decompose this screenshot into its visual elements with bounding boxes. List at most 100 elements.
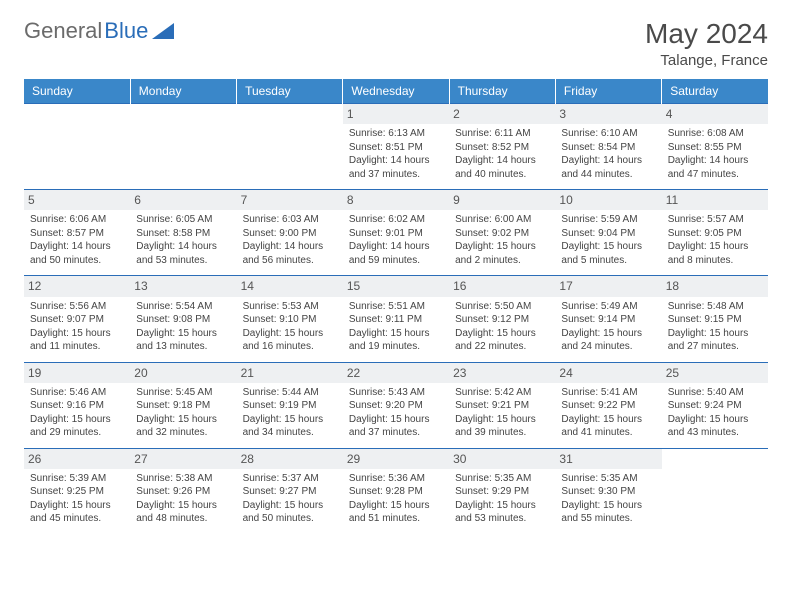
day-number: 18 xyxy=(662,276,768,296)
day-header: Sunday xyxy=(24,79,130,104)
day-header: Monday xyxy=(130,79,236,104)
day-number: 29 xyxy=(343,449,449,469)
day-header: Wednesday xyxy=(343,79,449,104)
day-header: Friday xyxy=(555,79,661,104)
sunset-line: Sunset: 9:25 PM xyxy=(30,485,124,499)
calendar-week-row: 5Sunrise: 6:06 AMSunset: 8:57 PMDaylight… xyxy=(24,190,768,276)
sunrise-line: Sunrise: 5:37 AM xyxy=(243,472,337,486)
day-number: 3 xyxy=(555,104,661,124)
calendar-cell: 6Sunrise: 6:05 AMSunset: 8:58 PMDaylight… xyxy=(130,190,236,276)
calendar-cell: 5 Sunrise: 6:06 AMSunset: 8:57 PMDaylight… xyxy=(24,190,130,276)
sunset-line: Sunset: 8:52 PM xyxy=(455,141,549,155)
daylight-line: Daylight: 14 hours and 50 minutes. xyxy=(30,240,124,267)
day-number: 7 xyxy=(237,190,343,210)
logo: GeneralBlue xyxy=(24,18,174,44)
sunrise-line: Sunrise: 5:36 AM xyxy=(349,472,443,486)
sunrise-line: Sunrise: 6:06 AM xyxy=(30,213,124,227)
day-number: 12 xyxy=(24,276,130,296)
sunset-line: Sunset: 9:26 PM xyxy=(136,485,230,499)
sunset-line: Sunset: 9:18 PM xyxy=(136,399,230,413)
calendar-cell: 25Sunrise: 5:40 AMSunset: 9:24 PMDayligh… xyxy=(662,362,768,448)
day-number: 22 xyxy=(343,363,449,383)
logo-triangle-icon xyxy=(152,23,174,39)
sunrise-line: Sunrise: 6:08 AM xyxy=(668,127,762,141)
daylight-line: Daylight: 15 hours and 11 minutes. xyxy=(30,327,124,354)
calendar-cell: 7Sunrise: 6:03 AMSunset: 9:00 PMDaylight… xyxy=(237,190,343,276)
calendar-week-row: 1Sunrise: 6:13 AMSunset: 8:51 PMDaylight… xyxy=(24,104,768,190)
sunset-line: Sunset: 9:19 PM xyxy=(243,399,337,413)
calendar-cell: 26Sunrise: 5:39 AMSunset: 9:25 PMDayligh… xyxy=(24,448,130,534)
daylight-line: Daylight: 15 hours and 2 minutes. xyxy=(455,240,549,267)
sunrise-line: Sunrise: 5:38 AM xyxy=(136,472,230,486)
day-number: 2 xyxy=(449,104,555,124)
calendar-head: SundayMondayTuesdayWednesdayThursdayFrid… xyxy=(24,79,768,104)
sunrise-line: Sunrise: 5:57 AM xyxy=(668,213,762,227)
sunrise-line: Sunrise: 5:51 AM xyxy=(349,300,443,314)
calendar-cell: 30Sunrise: 5:35 AMSunset: 9:29 PMDayligh… xyxy=(449,448,555,534)
calendar-week-row: 26Sunrise: 5:39 AMSunset: 9:25 PMDayligh… xyxy=(24,448,768,534)
sunrise-line: Sunrise: 5:45 AM xyxy=(136,386,230,400)
daylight-line: Daylight: 15 hours and 39 minutes. xyxy=(455,413,549,440)
sunset-line: Sunset: 9:14 PM xyxy=(561,313,655,327)
calendar-cell: 20Sunrise: 5:45 AMSunset: 9:18 PMDayligh… xyxy=(130,362,236,448)
sunset-line: Sunset: 9:15 PM xyxy=(668,313,762,327)
calendar-cell: 16Sunrise: 5:50 AMSunset: 9:12 PMDayligh… xyxy=(449,276,555,362)
daylight-line: Daylight: 14 hours and 53 minutes. xyxy=(136,240,230,267)
sunrise-line: Sunrise: 5:44 AM xyxy=(243,386,337,400)
sunset-line: Sunset: 8:57 PM xyxy=(30,227,124,241)
sunset-line: Sunset: 9:12 PM xyxy=(455,313,549,327)
day-number: 17 xyxy=(555,276,661,296)
day-number: 1 xyxy=(343,104,449,124)
calendar-cell: 22Sunrise: 5:43 AMSunset: 9:20 PMDayligh… xyxy=(343,362,449,448)
calendar-cell: 31Sunrise: 5:35 AMSunset: 9:30 PMDayligh… xyxy=(555,448,661,534)
daylight-line: Daylight: 15 hours and 19 minutes. xyxy=(349,327,443,354)
day-number: 25 xyxy=(662,363,768,383)
daylight-line: Daylight: 15 hours and 13 minutes. xyxy=(136,327,230,354)
logo-text-left: General xyxy=(24,18,102,44)
daylight-line: Daylight: 15 hours and 37 minutes. xyxy=(349,413,443,440)
sunset-line: Sunset: 9:04 PM xyxy=(561,227,655,241)
daylight-line: Daylight: 15 hours and 53 minutes. xyxy=(455,499,549,526)
sunrise-line: Sunrise: 5:40 AM xyxy=(668,386,762,400)
calendar-body: 1Sunrise: 6:13 AMSunset: 8:51 PMDaylight… xyxy=(24,104,768,535)
calendar-cell: 12Sunrise: 5:56 AMSunset: 9:07 PMDayligh… xyxy=(24,276,130,362)
daylight-line: Daylight: 15 hours and 32 minutes. xyxy=(136,413,230,440)
daylight-line: Daylight: 14 hours and 44 minutes. xyxy=(561,154,655,181)
sunset-line: Sunset: 9:08 PM xyxy=(136,313,230,327)
sunset-line: Sunset: 8:54 PM xyxy=(561,141,655,155)
daylight-line: Daylight: 15 hours and 34 minutes. xyxy=(243,413,337,440)
day-number: 11 xyxy=(662,190,768,210)
calendar-cell: 15Sunrise: 5:51 AMSunset: 9:11 PMDayligh… xyxy=(343,276,449,362)
header: GeneralBlue May 2024 Talange, France xyxy=(24,18,768,69)
sunset-line: Sunset: 9:29 PM xyxy=(455,485,549,499)
sunrise-line: Sunrise: 5:54 AM xyxy=(136,300,230,314)
day-number: 6 xyxy=(130,190,236,210)
daylight-line: Daylight: 14 hours and 40 minutes. xyxy=(455,154,549,181)
sunrise-line: Sunrise: 5:53 AM xyxy=(243,300,337,314)
calendar-cell: 21 Sunrise: 5:44 AMSunset: 9:19 PMDayligh… xyxy=(237,362,343,448)
calendar-cell xyxy=(24,104,130,190)
calendar-week-row: 19Sunrise: 5:46 AMSunset: 9:16 PMDayligh… xyxy=(24,362,768,448)
sunset-line: Sunset: 9:00 PM xyxy=(243,227,337,241)
sunrise-line: Sunrise: 6:13 AM xyxy=(349,127,443,141)
day-number: 10 xyxy=(555,190,661,210)
day-number: 24 xyxy=(555,363,661,383)
day-number: 5 xyxy=(24,190,130,210)
sunrise-line: Sunrise: 6:00 AM xyxy=(455,213,549,227)
daylight-line: Daylight: 15 hours and 50 minutes. xyxy=(243,499,337,526)
sunset-line: Sunset: 9:21 PM xyxy=(455,399,549,413)
day-number: 9 xyxy=(449,190,555,210)
location: Talange, France xyxy=(645,52,768,69)
day-number: 21 xyxy=(237,363,343,383)
daylight-line: Daylight: 15 hours and 45 minutes. xyxy=(30,499,124,526)
calendar-cell: 1Sunrise: 6:13 AMSunset: 8:51 PMDaylight… xyxy=(343,104,449,190)
day-number: 28 xyxy=(237,449,343,469)
day-header: Thursday xyxy=(449,79,555,104)
calendar-cell: 27Sunrise: 5:38 AMSunset: 9:26 PMDayligh… xyxy=(130,448,236,534)
day-number: 4 xyxy=(662,104,768,124)
daylight-line: Daylight: 15 hours and 41 minutes. xyxy=(561,413,655,440)
daylight-line: Daylight: 15 hours and 29 minutes. xyxy=(30,413,124,440)
sunset-line: Sunset: 9:27 PM xyxy=(243,485,337,499)
day-header: Tuesday xyxy=(237,79,343,104)
sunset-line: Sunset: 8:55 PM xyxy=(668,141,762,155)
